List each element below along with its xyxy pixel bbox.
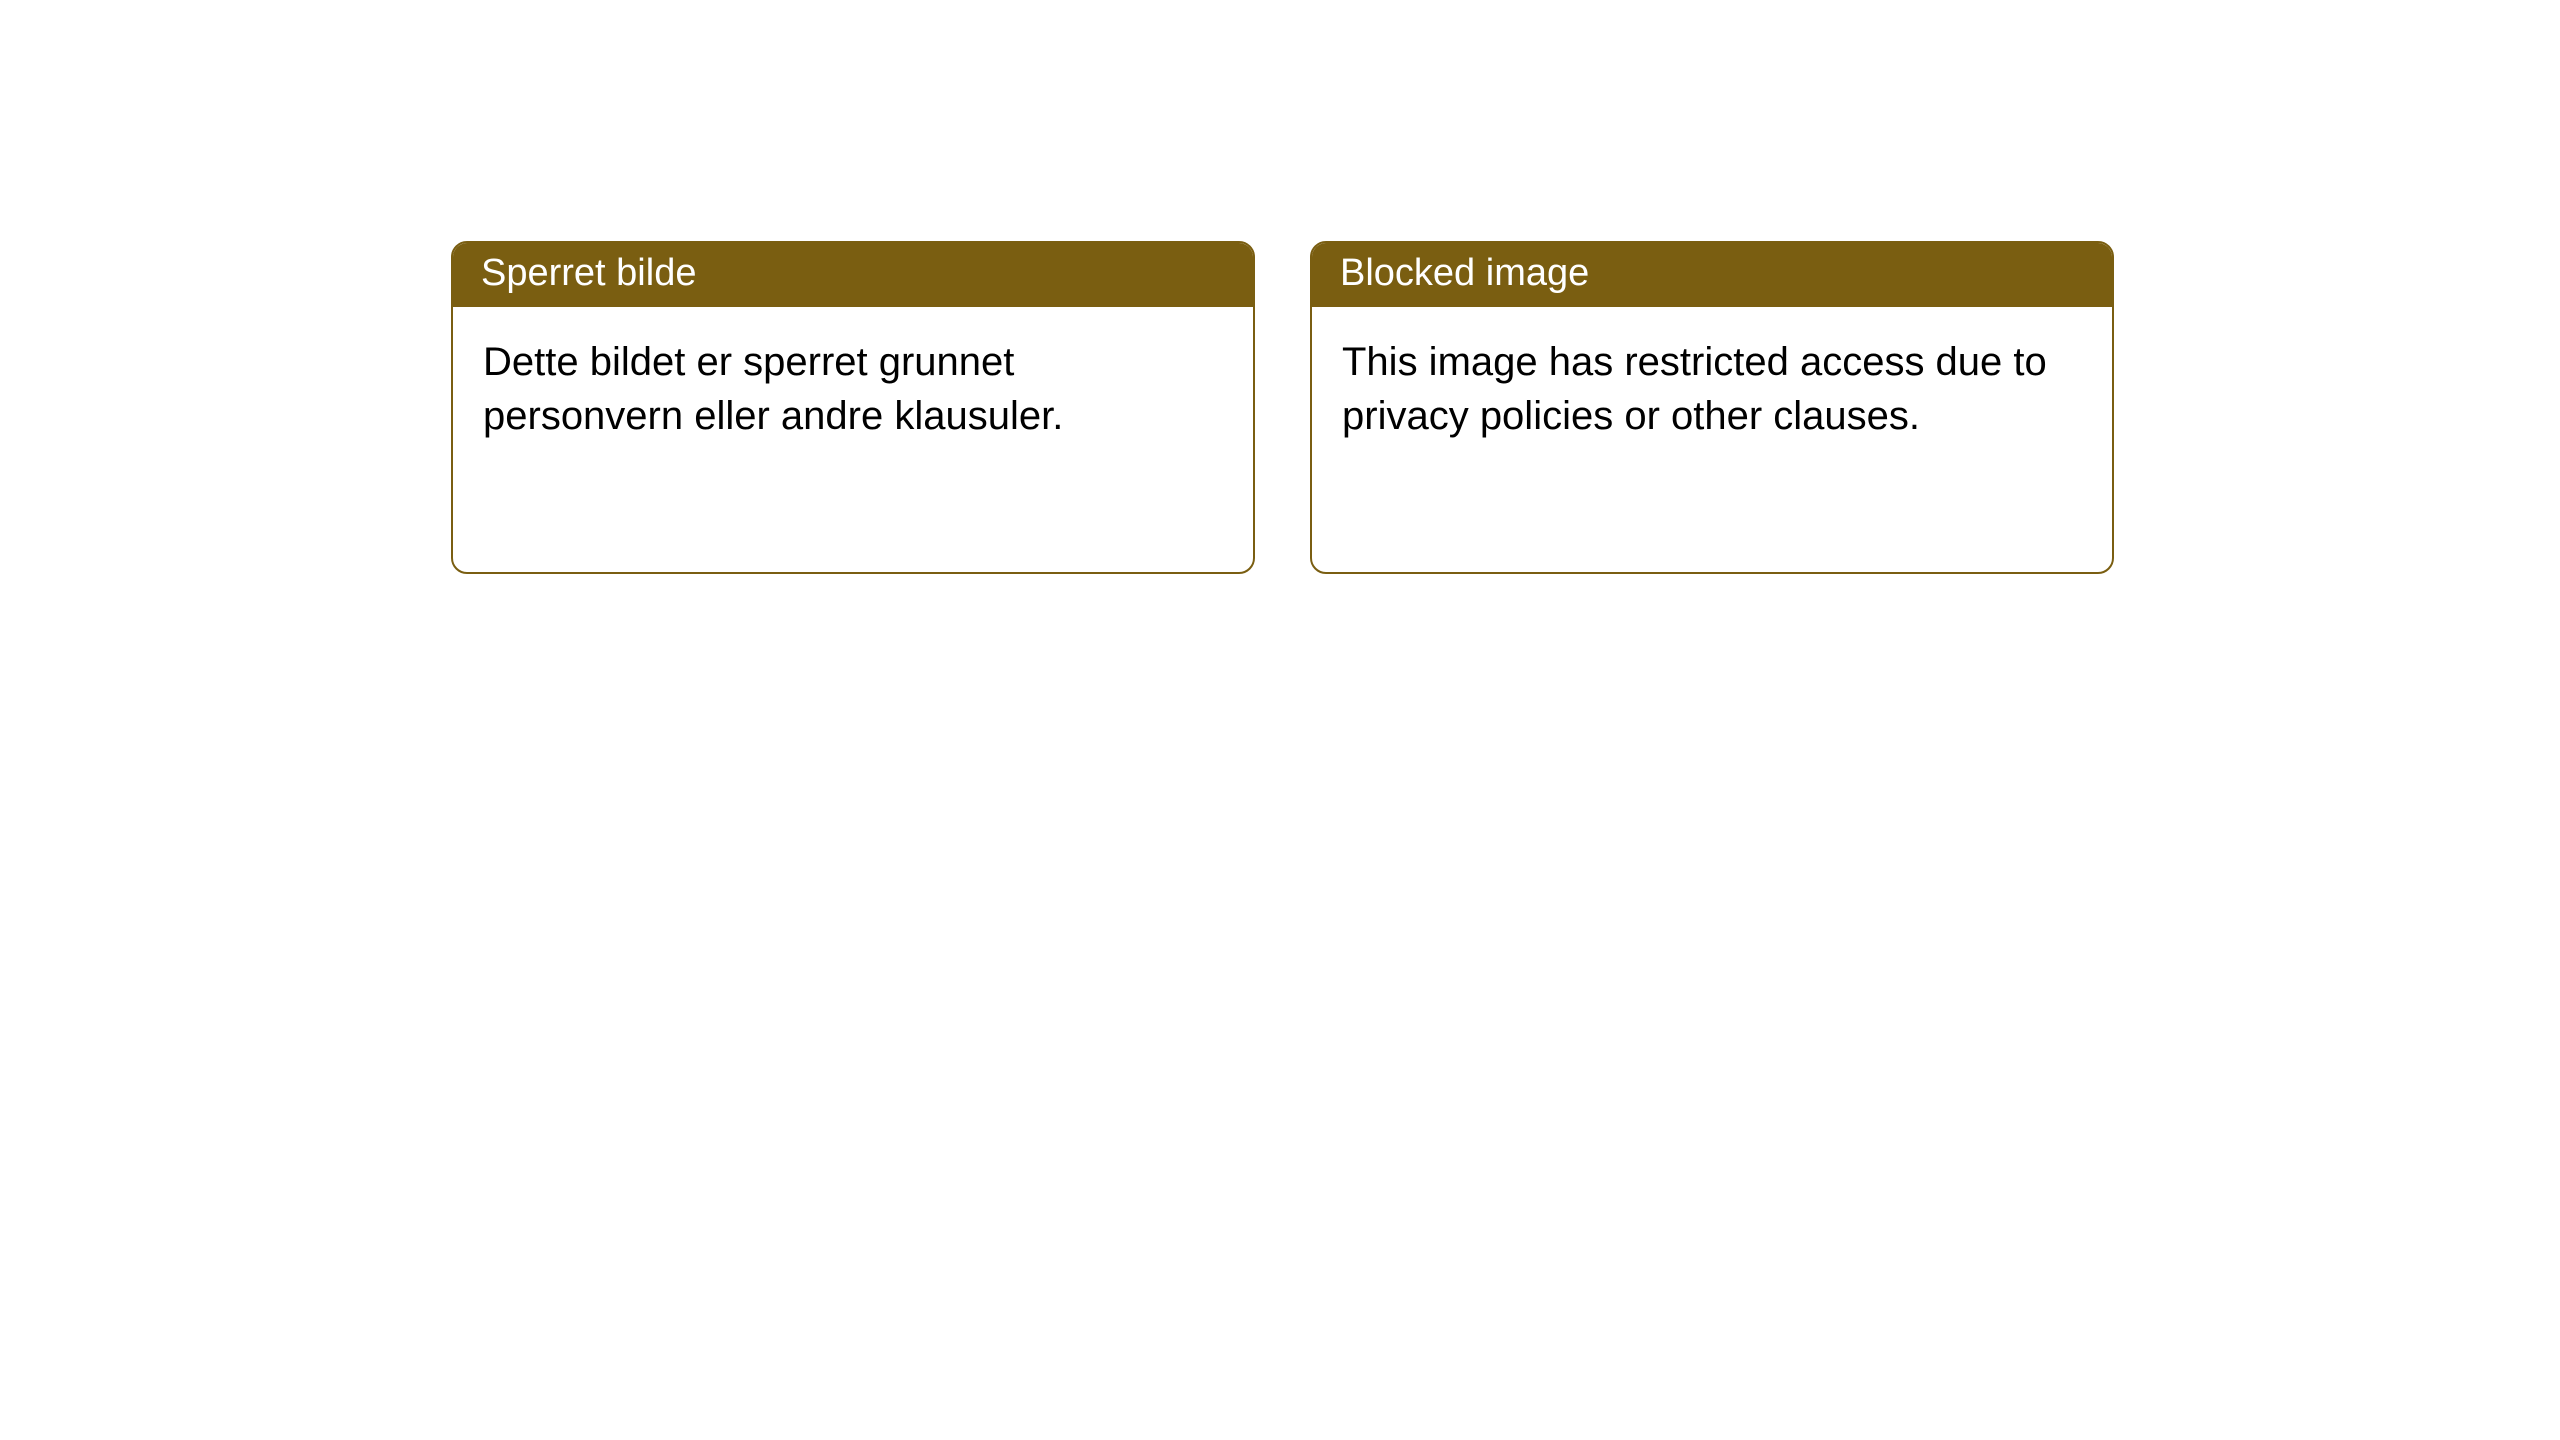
notice-body: This image has restricted access due to … (1312, 307, 2112, 471)
notice-body-text: This image has restricted access due to … (1342, 340, 2047, 438)
notice-container: Sperret bilde Dette bildet er sperret gr… (0, 0, 2560, 574)
notice-card-english: Blocked image This image has restricted … (1310, 241, 2114, 574)
notice-card-norwegian: Sperret bilde Dette bildet er sperret gr… (451, 241, 1255, 574)
notice-header: Blocked image (1312, 243, 2112, 307)
notice-title: Blocked image (1340, 252, 1589, 294)
notice-title: Sperret bilde (481, 252, 696, 294)
notice-body: Dette bildet er sperret grunnet personve… (453, 307, 1253, 471)
notice-body-text: Dette bildet er sperret grunnet personve… (483, 340, 1063, 438)
notice-header: Sperret bilde (453, 243, 1253, 307)
